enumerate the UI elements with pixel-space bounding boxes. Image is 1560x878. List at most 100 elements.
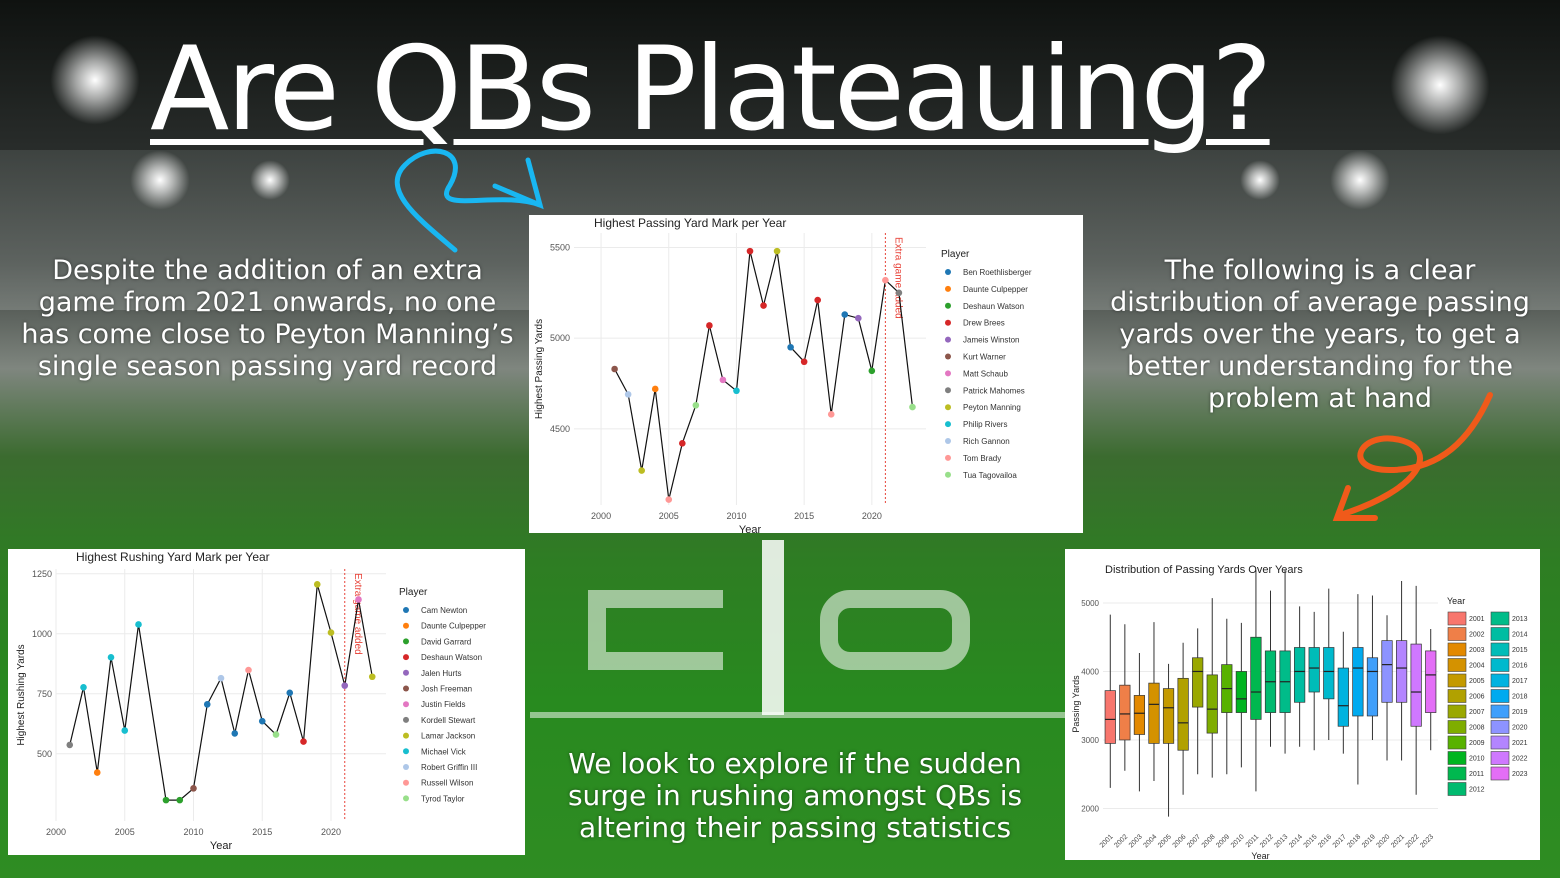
y-tick-label: 500 [37,749,52,759]
box [1425,650,1437,713]
legend-label: Tyrod Taylor [421,794,465,803]
data-point [341,682,349,689]
legend-swatch [1490,689,1510,703]
legend-label: Michael Vick [421,747,467,756]
legend-label: Rich Gannon [963,437,1010,446]
x-tick-label: 2023 [1419,833,1435,849]
legend-swatch [945,285,951,292]
box [1395,640,1408,703]
x-axis-label: Year [210,840,233,852]
legend-swatch [403,669,409,676]
legend-label: 2014 [1512,632,1528,639]
legend-label: Robert Griffin III [421,763,477,772]
data-point [245,666,252,674]
series-line [614,250,914,500]
box [1337,667,1349,727]
box [1162,688,1175,744]
field-number-5 [588,590,723,670]
box [1206,674,1218,734]
data-point [231,730,239,737]
legend-swatch [403,701,409,708]
legend-label: David Garrard [421,637,471,646]
stadium-light [1240,160,1280,200]
legend-label: Patrick Mahomes [963,386,1025,395]
data-point [355,596,362,603]
legend-label: 2008 [1469,725,1485,732]
y-axis-label: Highest Passing Yards [534,319,545,419]
y-tick-label: 5000 [550,333,570,343]
legend-swatch [1447,704,1467,719]
legend-swatch [1447,689,1467,703]
x-tick-label: 2016 [1317,833,1333,849]
legend-swatch [1447,720,1467,734]
x-tick-label: 2018 [1346,833,1362,849]
legend-label: 2007 [1469,709,1485,716]
legend-swatch [1447,611,1467,626]
legend-swatch [945,353,951,360]
legend-swatch [1490,766,1510,781]
legend-swatch [1490,642,1510,657]
y-tick-label: 5500 [550,243,570,253]
x-tick-label: 2000 [46,827,66,837]
legend-swatch [945,454,951,461]
box [1235,671,1247,713]
data-point [814,296,821,304]
legend-label: 2021 [1512,740,1528,747]
x-tick-label: 2006 [1172,833,1188,849]
y-tick-label: 1000 [32,629,52,639]
legend-swatch [1490,751,1510,765]
data-point [651,385,659,393]
legend-label: Josh Freeman [421,685,472,694]
legend-label: Deshaun Watson [421,653,482,662]
x-tick-label: 2013 [1274,833,1290,849]
stadium-light [250,160,290,200]
legend-label: 2017 [1512,678,1528,685]
y-tick-label: 2000 [1081,804,1099,813]
x-tick-label: 2012 [1259,833,1275,849]
y-tick-label: 4500 [550,424,570,434]
data-point [909,403,916,411]
annotation-label: Extra game added [892,237,903,319]
y-tick-label: 750 [37,689,52,699]
data-point [827,411,835,418]
legend-label: 2015 [1512,647,1528,654]
box [1381,640,1393,703]
legend-label: 2009 [1469,740,1485,747]
data-point [773,247,781,255]
rushing-chart-panel: Highest Rushing Yard Mark per Year 2000 20… [8,549,525,855]
legend-swatch [1490,735,1510,750]
box [1192,657,1204,708]
box [1250,636,1262,720]
arrow-right-icon [1337,392,1493,518]
x-tick-label: 2014 [1288,833,1304,849]
legend-label: Lamar Jackson [421,732,475,741]
legend-label: Matt Schaub [963,369,1008,378]
legend-label: Kurt Warner [963,353,1006,362]
legend-label: 2006 [1469,694,1485,701]
x-tick-label: 2017 [1332,833,1348,849]
legend-label: Russell Wilson [421,779,473,788]
data-point [300,738,307,745]
legend-swatch [945,387,951,394]
x-tick-label: 2008 [1201,833,1217,849]
legend-swatch [1447,673,1467,688]
x-tick-label: 2015 [1303,833,1319,849]
legend-swatch [945,319,951,326]
y-tick-label: 3000 [1081,736,1099,745]
right-caption: The following is a clear distribution of… [1110,255,1530,414]
legend-swatch [1447,766,1467,781]
legend-swatch [945,302,951,309]
legend-label: Tom Brady [963,454,1001,463]
legend-swatch [945,471,951,478]
x-tick-label: 2021 [1390,833,1406,849]
legend-swatch [403,716,409,723]
data-point [719,376,727,384]
data-point [895,289,903,297]
y-tick-label: 4000 [1081,667,1099,676]
data-point [368,673,376,681]
data-point [135,621,142,628]
legend-label: 2003 [1469,647,1485,654]
box [1410,643,1422,727]
data-point [258,717,266,725]
